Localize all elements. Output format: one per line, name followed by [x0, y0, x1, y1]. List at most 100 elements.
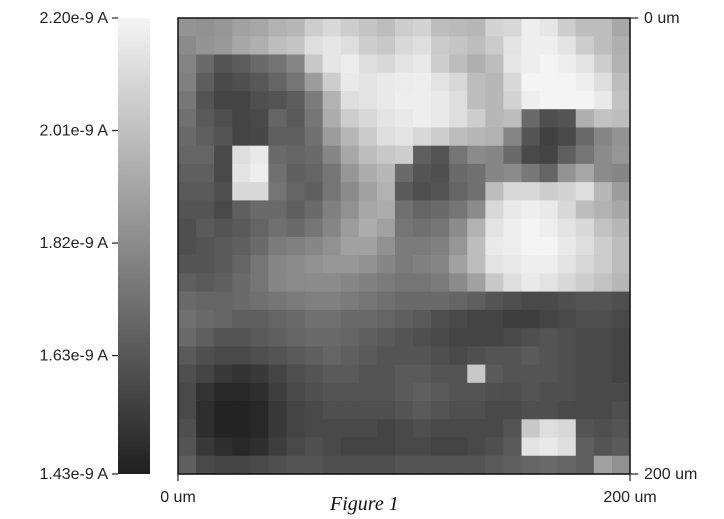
heatmap-cell	[322, 346, 342, 366]
heatmap-cell	[593, 309, 613, 329]
heatmap-cell	[322, 127, 342, 147]
heatmap-cell	[485, 218, 505, 238]
heatmap-cell	[304, 90, 324, 110]
heatmap-cell	[304, 145, 324, 165]
heatmap-cell	[503, 437, 523, 457]
heatmap-cell	[485, 437, 505, 457]
heatmap-cell	[503, 382, 523, 402]
y-axis-tick-label: 0 um	[644, 10, 680, 27]
heatmap-cell	[178, 163, 197, 183]
heatmap-cell	[557, 18, 577, 37]
heatmap-cell	[232, 145, 251, 165]
heatmap-cell	[413, 273, 432, 293]
heatmap-cell	[557, 54, 577, 74]
heatmap-cell	[413, 291, 432, 311]
heatmap-cell	[340, 364, 360, 384]
heatmap-cell	[521, 328, 541, 347]
heatmap-cell	[485, 182, 505, 201]
heatmap-cell	[467, 218, 486, 238]
heatmap-cell	[214, 364, 233, 384]
heatmap-cell	[304, 364, 324, 384]
heatmap-cell	[340, 309, 360, 329]
heatmap-cell	[431, 291, 450, 311]
heatmap-cell	[575, 291, 595, 311]
heatmap-cell	[575, 127, 595, 147]
heatmap-cell	[394, 273, 414, 293]
heatmap-cell	[593, 54, 613, 74]
heatmap-cell	[178, 236, 197, 256]
heatmap-cell	[467, 182, 486, 201]
heatmap-cell	[340, 401, 360, 420]
heatmap-cell	[340, 200, 360, 220]
heatmap-cell	[322, 255, 342, 274]
heatmap-cell	[539, 236, 559, 256]
heatmap-cell	[358, 309, 378, 329]
heatmap-cell	[178, 127, 197, 147]
heatmap-cell	[286, 36, 306, 56]
heatmap-cell	[557, 346, 577, 366]
heatmap-cell	[521, 54, 541, 74]
heatmap-cell	[431, 419, 450, 439]
heatmap-cell	[575, 36, 595, 56]
heatmap-cell	[394, 236, 414, 256]
heatmap-cell	[611, 255, 631, 274]
heatmap-cell	[214, 437, 233, 457]
heatmap-cell	[431, 382, 450, 402]
heatmap-cell	[611, 72, 631, 92]
heatmap-cell	[485, 18, 505, 37]
heatmap-cell	[593, 255, 613, 274]
heatmap-cell	[539, 163, 559, 183]
heatmap-cell	[358, 90, 378, 110]
heatmap-cell	[394, 364, 414, 384]
heatmap-cell	[286, 200, 306, 220]
heatmap-cell	[178, 200, 197, 220]
heatmap-cell	[521, 200, 541, 220]
heatmap-cell	[575, 236, 595, 256]
heatmap-cell	[449, 236, 468, 256]
heatmap-cell	[467, 309, 486, 329]
heatmap-cell	[449, 18, 468, 37]
heatmap-cell	[286, 54, 306, 74]
heatmap-cell	[467, 109, 486, 129]
heatmap-cell	[557, 309, 577, 329]
heatmap-cell	[268, 455, 288, 475]
heatmap-cell	[268, 346, 288, 366]
heatmap-cell	[467, 419, 486, 439]
heatmap-cell	[503, 401, 523, 420]
heatmap-cell	[232, 401, 251, 420]
heatmap-cell	[449, 127, 468, 147]
heatmap-cell	[214, 419, 233, 439]
heatmap-cell	[286, 309, 306, 329]
heatmap-cell	[250, 90, 269, 110]
heatmap-cell	[539, 273, 559, 293]
heatmap-cell	[250, 291, 269, 311]
heatmap-cell	[467, 437, 486, 457]
heatmap-cell	[250, 236, 269, 256]
heatmap-cell	[593, 455, 613, 475]
heatmap-cell	[503, 309, 523, 329]
heatmap-cell	[539, 328, 559, 347]
heatmap-cell	[376, 54, 396, 74]
heatmap-cell	[431, 127, 450, 147]
heatmap-cell	[611, 36, 631, 56]
y-axis-tick-label: 200 um	[644, 466, 697, 483]
heatmap-cell	[304, 328, 324, 347]
heatmap-cell	[340, 273, 360, 293]
heatmap-cell	[232, 273, 251, 293]
heatmap-cell	[196, 364, 215, 384]
heatmap-cell	[611, 401, 631, 420]
heatmap-cell	[376, 127, 396, 147]
heatmap-cell	[431, 328, 450, 347]
heatmap-cell	[431, 18, 450, 37]
heatmap-cell	[449, 328, 468, 347]
heatmap-cell	[178, 346, 197, 366]
heatmap-cell	[358, 54, 378, 74]
heatmap-cell	[503, 54, 523, 74]
heatmap-cell	[413, 18, 432, 37]
heatmap-cell	[467, 127, 486, 147]
heatmap-cell	[304, 455, 324, 475]
heatmap-cell	[376, 346, 396, 366]
heatmap-cell	[268, 401, 288, 420]
heatmap-cell	[521, 291, 541, 311]
